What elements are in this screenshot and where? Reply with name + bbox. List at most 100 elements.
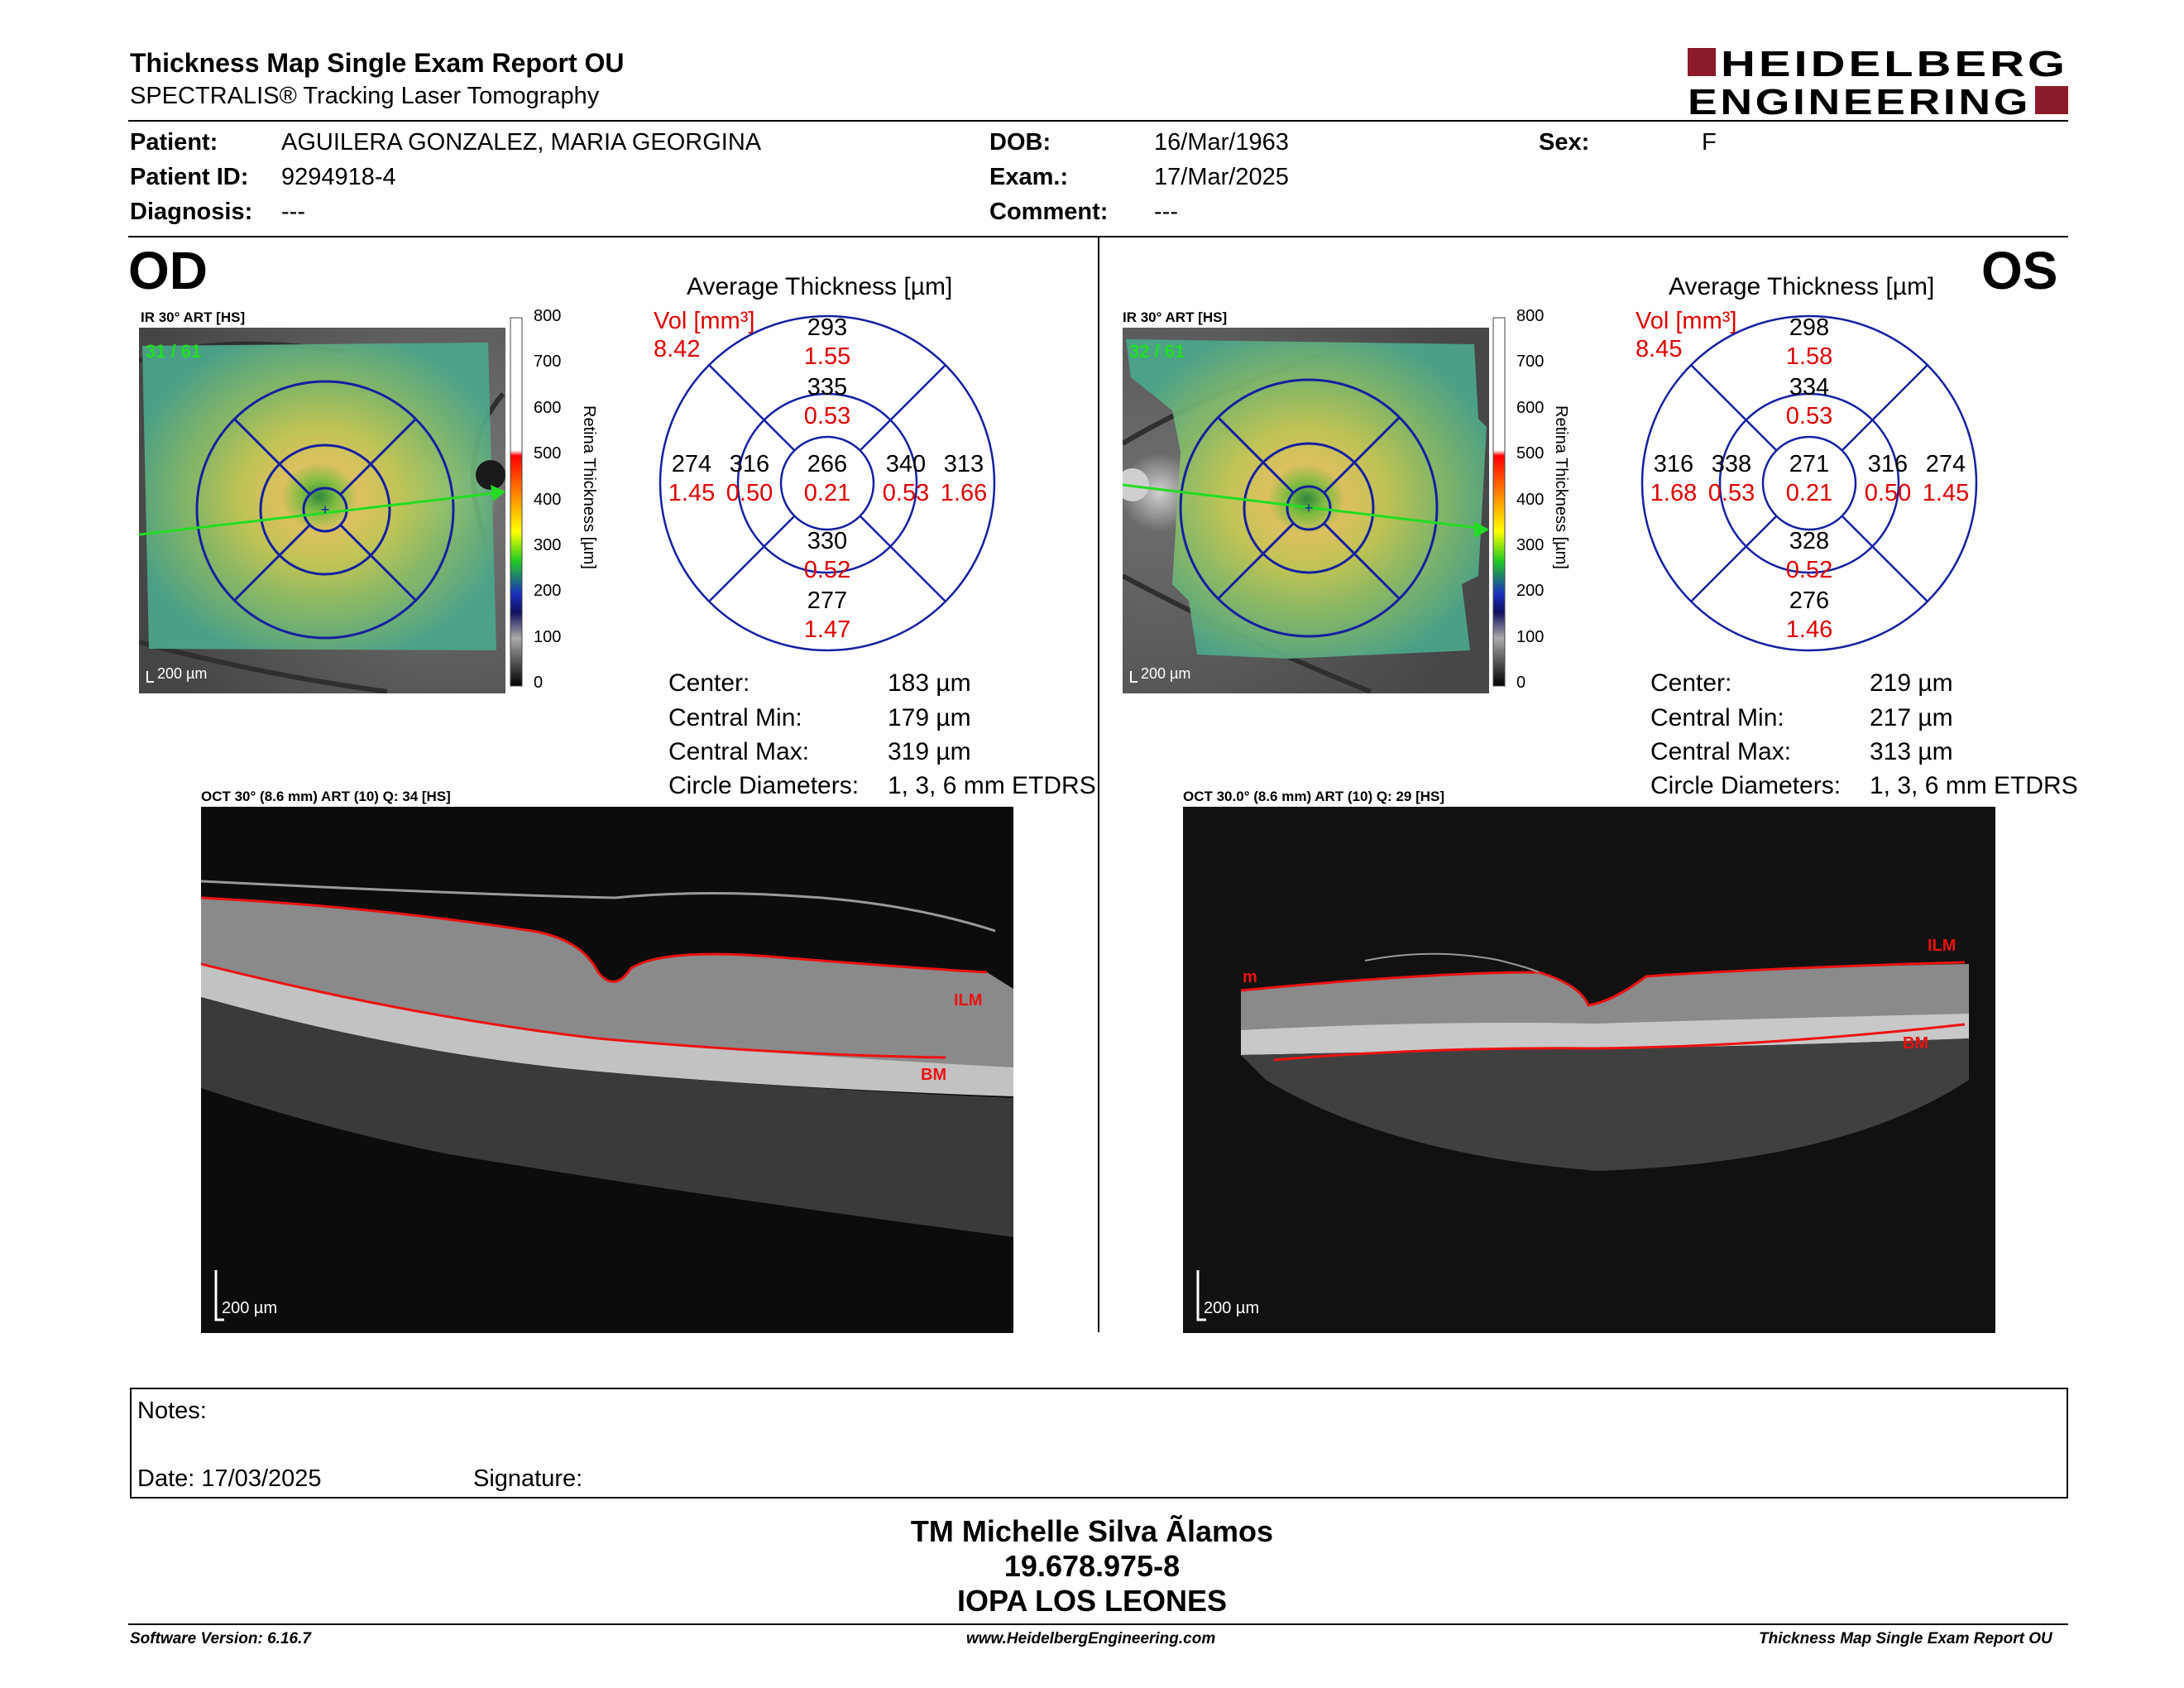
- os-etdrs-grid: [1640, 314, 1978, 652]
- od-oct-scan: ILM BM 200 µm: [201, 807, 1013, 1333]
- os-ir-label: IR 30° ART [HS]: [1123, 309, 1228, 325]
- os-stat-label: Circle Diameters:: [1650, 772, 1842, 799]
- os-colorbar: [1492, 317, 1506, 687]
- os-stat-label: Central Max:: [1650, 738, 1792, 765]
- os-inner-sup-volume: 0.53: [1785, 403, 1833, 429]
- os-outer-sup-thickness: 298: [1789, 314, 1830, 341]
- report-title: Thickness Map Single Exam Report OU: [130, 48, 625, 78]
- os-ilm-label: ILM: [1928, 937, 1956, 955]
- od-inner-left-thickness: 316: [729, 451, 770, 477]
- od-bm-label: BM: [921, 1066, 946, 1084]
- colorbar-tick: 0: [534, 674, 544, 692]
- os-outer-inf-thickness: 276: [1789, 587, 1830, 614]
- website-link[interactable]: www.HeidelbergEngineering.com: [966, 1630, 1216, 1647]
- colorbar-tick: 400: [1516, 491, 1545, 509]
- colorbar-tick: 500: [534, 444, 562, 463]
- os-fundus-map: + 32 / 61 200 µm: [1123, 328, 1489, 693]
- os-vol-value: 8.45: [1636, 336, 1683, 362]
- os-outer-left-volume: 1.68: [1650, 480, 1698, 506]
- od-ir-label: IR 30° ART [HS]: [141, 309, 246, 325]
- od-outer-right-volume: 1.66: [940, 480, 988, 506]
- logo-line-2: ENGINEERING: [1688, 82, 2031, 119]
- colorbar-tick: 600: [534, 399, 562, 417]
- os-vol-label: Vol [mm³]: [1636, 308, 1737, 334]
- os-stat-value: 217 µm: [1870, 704, 1953, 731]
- signer-id: 19.678.975-8: [1003, 1549, 1181, 1583]
- notes-box[interactable]: Notes: Date: 17/03/2025 Signature:: [130, 1388, 2068, 1499]
- os-inner-left-thickness: 338: [1711, 451, 1752, 477]
- od-scale: 200 µm: [157, 665, 207, 682]
- od-stat-value: 179 µm: [888, 704, 971, 731]
- colorbar-tick: 500: [1516, 444, 1545, 463]
- os-inner-inf-volume: 0.52: [1785, 557, 1833, 583]
- svg-text:+: +: [1305, 500, 1314, 516]
- od-ilm-label: ILM: [954, 991, 982, 1009]
- sex-value: F: [1702, 129, 1717, 156]
- exam-value: 17/Mar/2025: [1154, 164, 1289, 190]
- od-stat-label: Central Max:: [668, 738, 810, 765]
- od-stat-value: 1, 3, 6 mm ETDRS: [888, 772, 1096, 799]
- os-stat-label: Center:: [1650, 669, 1732, 697]
- colorbar-tick: 100: [1516, 628, 1545, 646]
- od-stat-label: Circle Diameters:: [668, 772, 860, 799]
- notes-label: Notes:: [137, 1398, 207, 1424]
- patient-value: AGUILERA GONZALEZ, MARIA GEORGINA: [281, 129, 762, 156]
- od-stat-label: Center:: [668, 669, 750, 697]
- od-stat-value: 183 µm: [888, 669, 971, 697]
- os-colorbar-label: Retina Thickness [µm]: [1552, 405, 1570, 569]
- sex-label: Sex:: [1539, 129, 1590, 156]
- od-center-thickness: 266: [807, 451, 848, 477]
- os-oct-label: OCT 30.0° (8.6 mm) ART (10) Q: 29 [HS]: [1183, 789, 1445, 804]
- comment-value: ---: [1154, 199, 1178, 225]
- od-colorbar-label: Retina Thickness [µm]: [580, 405, 598, 569]
- patient-id-label: Patient ID:: [130, 164, 249, 190]
- colorbar-tick: 800: [534, 307, 562, 325]
- colorbar-tick: 100: [534, 628, 562, 646]
- os-outer-left-thickness: 316: [1653, 451, 1694, 477]
- od-stat-value: 319 µm: [888, 738, 971, 765]
- patient-label: Patient:: [130, 129, 218, 156]
- os-stat-value: 1, 3, 6 mm ETDRS: [1870, 772, 2078, 799]
- os-outer-sup-volume: 1.58: [1785, 343, 1833, 370]
- dob-value: 16/Mar/1963: [1154, 129, 1289, 156]
- od-inner-sup-volume: 0.53: [803, 403, 851, 429]
- od-inner-right-thickness: 340: [885, 451, 927, 477]
- heidelberg-logo: HEIDELBERG ENGINEERING: [1688, 44, 2068, 119]
- os-stat-value: 219 µm: [1870, 669, 1953, 697]
- os-inner-right-thickness: 316: [1867, 451, 1909, 477]
- exam-label: Exam.:: [989, 164, 1069, 190]
- od-colorbar: [510, 317, 523, 687]
- od-outer-left-volume: 1.45: [668, 480, 716, 506]
- comment-label: Comment:: [989, 199, 1109, 225]
- os-stat-value: 313 µm: [1870, 738, 1953, 765]
- od-inner-left-volume: 0.50: [726, 480, 774, 506]
- signer-name: TM Michelle Silva Ãlamos: [910, 1514, 1274, 1548]
- colorbar-tick: 200: [1516, 582, 1545, 600]
- colorbar-tick: 0: [1516, 674, 1526, 692]
- diagnosis-value: ---: [281, 199, 305, 225]
- os-bm-label: BM: [1903, 1034, 1928, 1053]
- od-oct-label: OCT 30° (8.6 mm) ART (10) Q: 34 [HS]: [201, 789, 451, 804]
- colorbar-tick: 400: [534, 491, 562, 509]
- od-oct-scale: 200 µm: [222, 1299, 277, 1317]
- os-eye-label: OS: [1981, 241, 2058, 300]
- colorbar-tick: 300: [534, 536, 562, 554]
- os-scale: 200 µm: [1141, 665, 1190, 682]
- od-outer-inf-volume: 1.47: [803, 616, 851, 643]
- divider: [128, 236, 2068, 237]
- od-outer-inf-thickness: 277: [807, 587, 848, 614]
- os-frames: 32 / 61: [1129, 341, 1185, 362]
- od-vol-label: Vol [mm³]: [654, 308, 755, 334]
- divider: [128, 1623, 2068, 1625]
- od-frames: 31 / 61: [146, 341, 201, 362]
- colorbar-tick: 700: [1516, 352, 1545, 371]
- os-inner-right-volume: 0.50: [1864, 480, 1912, 506]
- software-version: Software Version: 6.16.7: [130, 1630, 311, 1647]
- os-inner-inf-thickness: 328: [1789, 528, 1830, 554]
- od-center-volume: 0.21: [803, 480, 851, 506]
- od-inner-sup-thickness: 335: [807, 374, 848, 400]
- od-inner-inf-thickness: 330: [807, 528, 848, 554]
- os-outer-right-thickness: 274: [1925, 451, 1966, 477]
- od-stat-label: Central Min:: [668, 704, 802, 731]
- os-outer-right-volume: 1.45: [1922, 480, 1970, 506]
